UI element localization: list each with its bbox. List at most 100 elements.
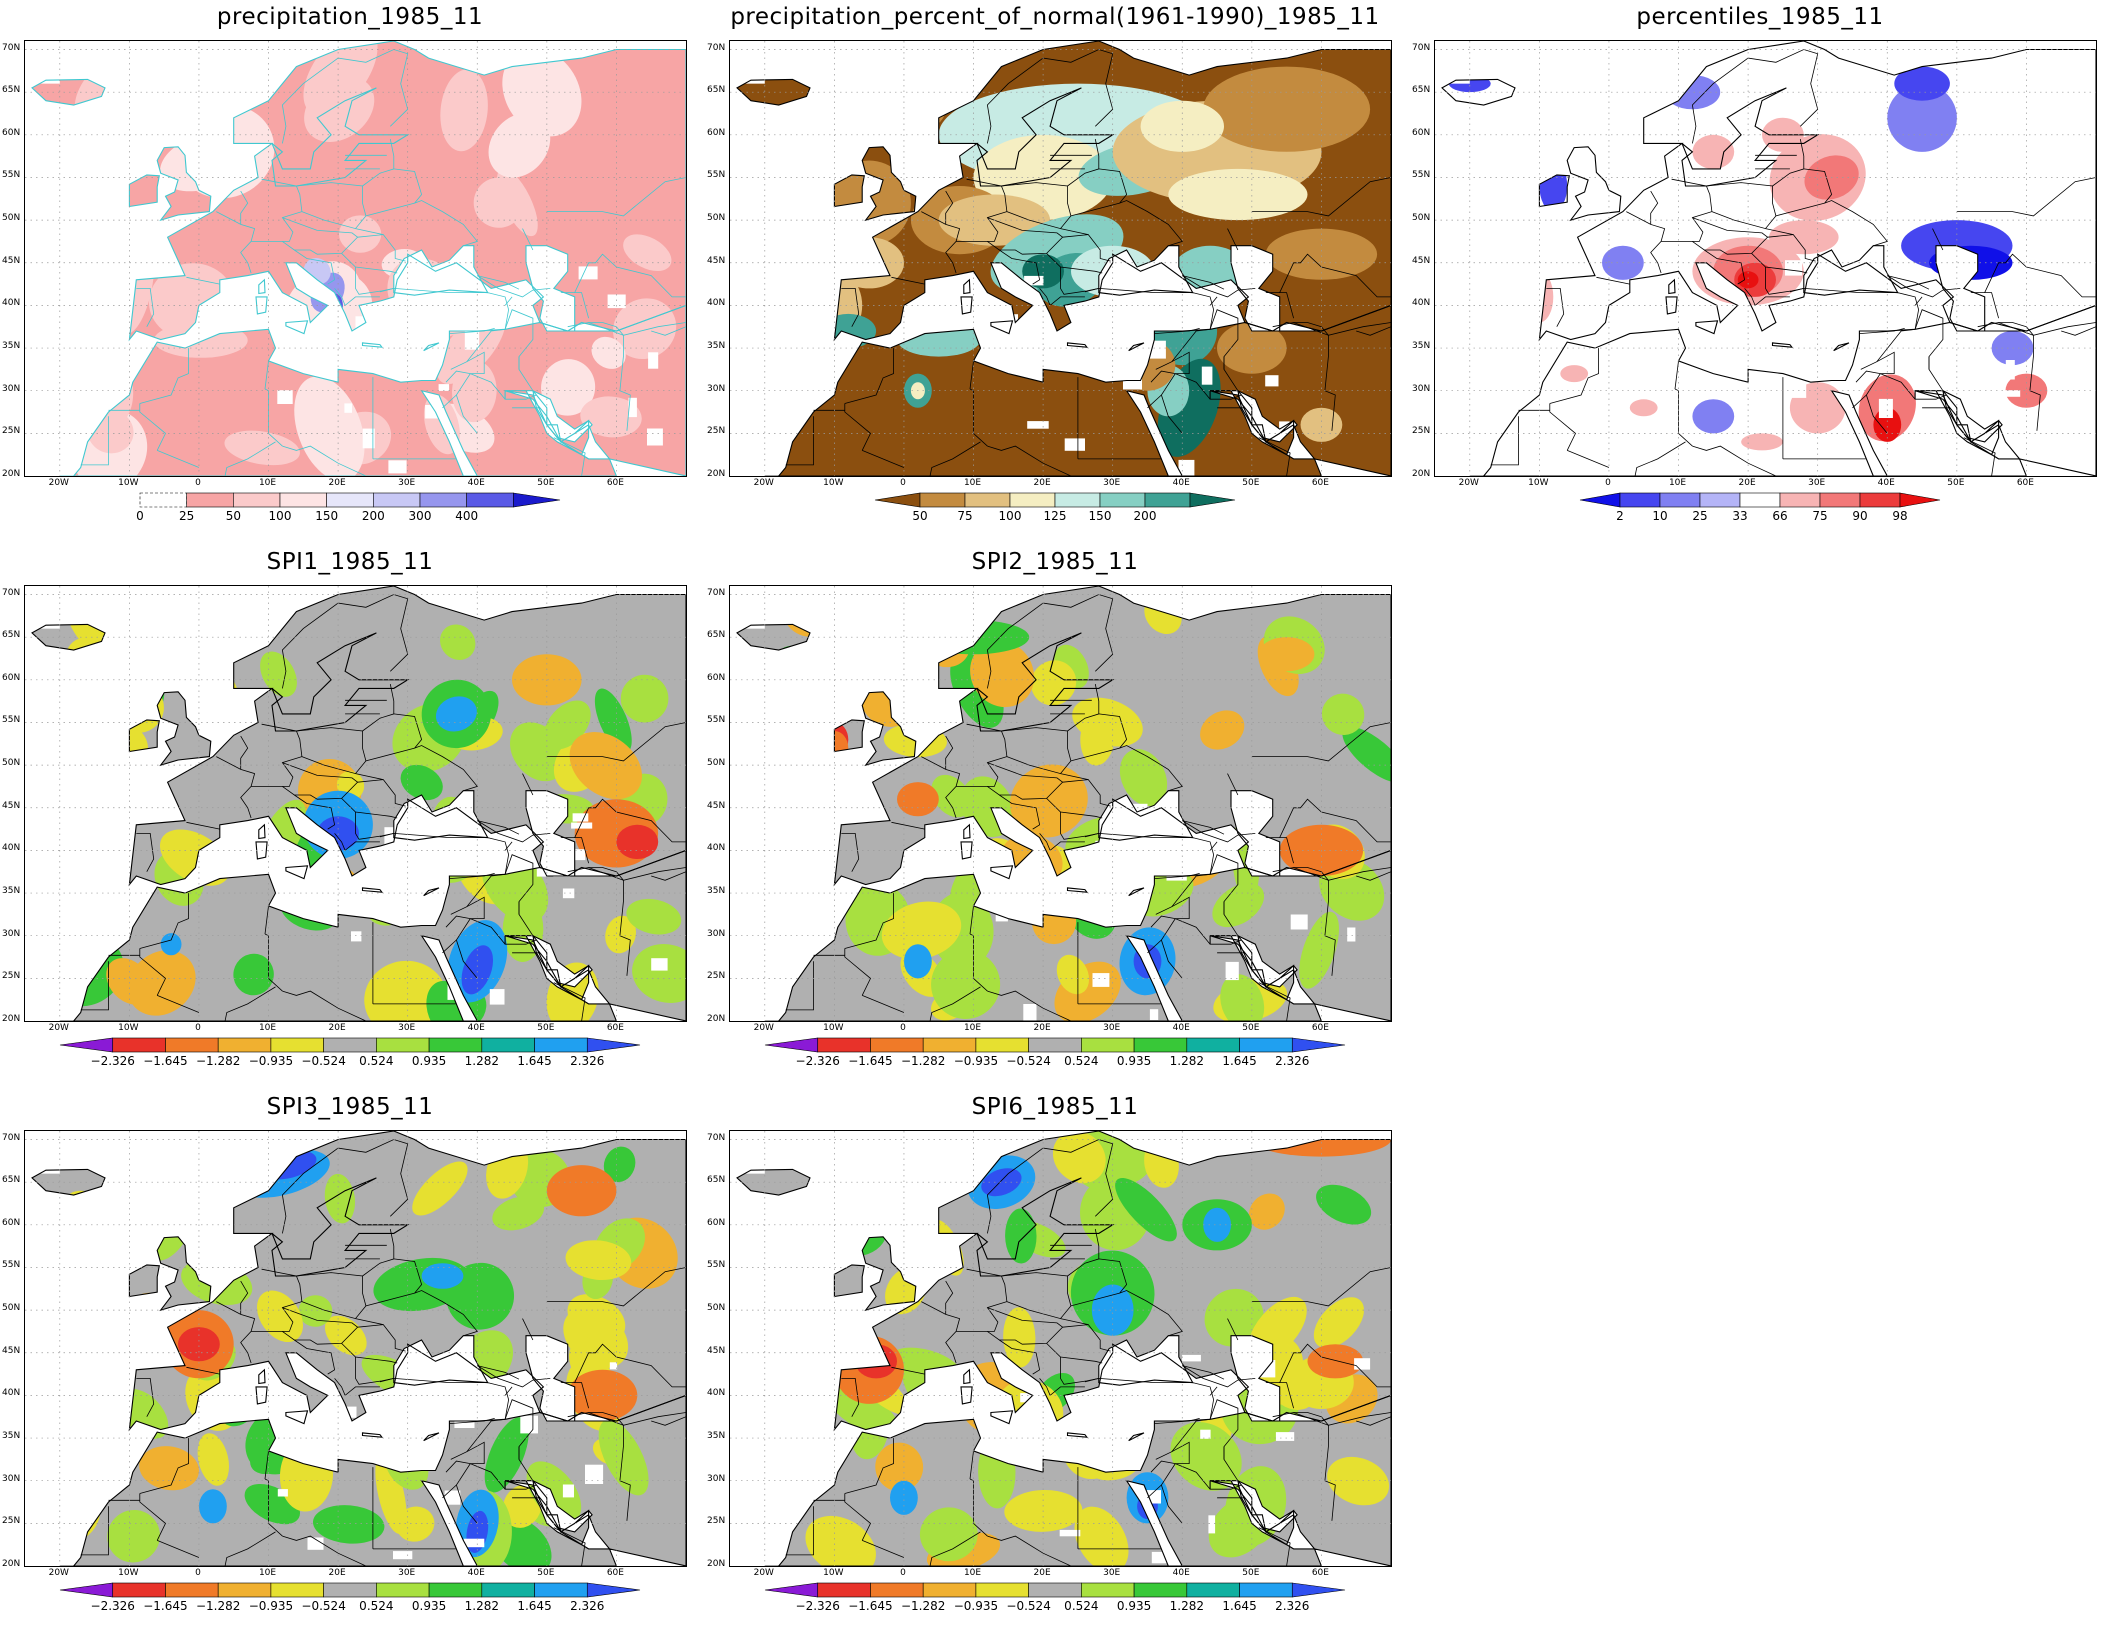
colorbar-swatch — [534, 1037, 588, 1053]
lat-tick-label: 70N — [2, 42, 21, 53]
lon-tick-label: 10W — [118, 1568, 139, 1578]
colorbar-label: 1.282 — [464, 1599, 499, 1613]
colorbar-label: 200 — [1133, 509, 1157, 523]
lon-tick-label: 30E — [1103, 1568, 1121, 1578]
lon-tick-label: 10W — [823, 1023, 844, 1033]
colorbar-swatch — [1009, 492, 1056, 508]
lat-tick-label: 35N — [707, 341, 726, 352]
lat-tick-label: 65N — [2, 630, 21, 641]
lon-tick-label: 50E — [1242, 1023, 1260, 1033]
colorbar-label: 0.935 — [1116, 1599, 1152, 1613]
lon-tick-label: 30E — [1103, 478, 1121, 488]
lon-tick-label: 20W — [753, 1023, 774, 1033]
lon-tick-label: 20E — [1033, 1568, 1051, 1578]
colorbar-swatch — [270, 1037, 324, 1053]
panel-title: percentiles_1985_11 — [1636, 4, 1884, 30]
lat-tick-label: 35N — [2, 886, 21, 897]
lat-tick-label: 55N — [2, 715, 21, 726]
lat-tick-label: 35N — [2, 341, 21, 352]
lat-tick-label: 70N — [707, 587, 726, 598]
colorbar-swatch — [1779, 492, 1821, 508]
colorbar-swatch — [428, 1037, 483, 1053]
colorbar-swatch — [217, 1037, 272, 1053]
colorbar-label: 400 — [455, 509, 479, 523]
lat-tick-label: 30N — [707, 383, 726, 394]
percentiles-map-svg — [1435, 41, 2096, 476]
lat-tick-label: 40N — [707, 298, 726, 309]
colorbar-label: −1.282 — [195, 1599, 241, 1613]
colorbar-left-arrow — [874, 492, 921, 508]
colorbar — [59, 1037, 641, 1053]
colorbar-swatch — [534, 1582, 588, 1598]
colorbar-swatch — [1028, 1582, 1082, 1598]
lat-tick-label: 60N — [2, 672, 21, 683]
lon-tick-label: 20W — [753, 478, 774, 488]
colorbar-label: −0.935 — [248, 1054, 294, 1068]
lon-tick-label: 60E — [1311, 1023, 1329, 1033]
lat-tick-label: 55N — [707, 1260, 726, 1271]
lat-tick-label: 40N — [707, 1388, 726, 1399]
lon-tick-label: 30E — [1103, 1023, 1121, 1033]
colorbar-label: 90 — [1852, 509, 1868, 523]
lon-tick-label: 0 — [195, 1568, 201, 1578]
colorbar-swatch — [323, 1582, 377, 1598]
lon-tick-label: 10W — [823, 1568, 844, 1578]
colorbar-swatch — [919, 492, 966, 508]
lat-tick-label: 50N — [2, 213, 21, 224]
lat-tick-label: 50N — [707, 213, 726, 224]
colorbar-swatch — [466, 492, 514, 508]
colorbar-label: 150 — [315, 509, 339, 523]
lat-tick-label: 55N — [2, 170, 21, 181]
colorbar-swatch — [112, 1037, 166, 1053]
colorbar-swatch — [1239, 1582, 1293, 1598]
lat-tick-label: 30N — [707, 928, 726, 939]
lat-tick-label: 45N — [707, 1345, 726, 1356]
colorbar-label: 66 — [1772, 509, 1788, 523]
panel-title: SPI6_1985_11 — [971, 1094, 1139, 1120]
lat-tick-label: 60N — [1412, 127, 1431, 138]
colorbar-right-arrow — [1291, 1582, 1346, 1598]
lat-tick-label: 65N — [2, 85, 21, 96]
colorbar-swatch — [165, 1582, 219, 1598]
colorbar-label: −1.282 — [195, 1054, 241, 1068]
colorbar-label: 0.524 — [359, 1599, 394, 1613]
colorbar-label: 25 — [1692, 509, 1708, 523]
colorbar-label: 0.935 — [1116, 1054, 1152, 1068]
lon-tick-label: 50E — [537, 1023, 555, 1033]
colorbar-swatch — [419, 492, 467, 508]
lon-tick-label: 10W — [118, 1023, 139, 1033]
lon-tick-label: 20E — [328, 478, 346, 488]
colorbar-swatch — [217, 1582, 272, 1598]
lat-tick-label: 70N — [2, 587, 21, 598]
lat-tick-label: 50N — [2, 758, 21, 769]
colorbar-label: 1.282 — [1169, 1599, 1204, 1613]
colorbar-swatch — [1859, 492, 1901, 508]
lon-tick-label: 10W — [823, 478, 844, 488]
colorbar-swatch — [139, 492, 187, 508]
lat-tick-label: 60N — [707, 1217, 726, 1228]
colorbar-right-arrow — [1291, 1037, 1346, 1053]
lat-tick-label: 25N — [707, 1516, 726, 1527]
lat-tick-label: 50N — [707, 758, 726, 769]
lon-tick-label: 20W — [48, 1023, 69, 1033]
colorbar-label: −1.645 — [143, 1599, 188, 1613]
lat-tick-label: 70N — [707, 1132, 726, 1143]
lon-tick-label: 40E — [467, 1023, 485, 1033]
panel-title: SPI2_1985_11 — [971, 549, 1139, 575]
lon-tick-label: 0 — [195, 478, 201, 488]
lon-tick-label: 10W — [118, 478, 139, 488]
colorbar-swatch — [1619, 492, 1661, 508]
colorbar-right-arrow — [586, 1582, 641, 1598]
colorbar-swatch — [975, 1037, 1029, 1053]
lat-tick-label: 60N — [2, 1217, 21, 1228]
colorbar-swatch — [1028, 1037, 1082, 1053]
lat-tick-label: 20N — [2, 1014, 21, 1024]
lon-tick-label: 20E — [328, 1568, 346, 1578]
lon-tick-label: 30E — [398, 478, 416, 488]
lon-tick-label: 50E — [1242, 478, 1260, 488]
lat-tick-label: 60N — [707, 127, 726, 138]
spi6-map — [729, 1130, 1392, 1567]
colorbar-swatch — [270, 1582, 324, 1598]
colorbar-swatch — [964, 492, 1011, 508]
colorbar-swatch — [373, 492, 421, 508]
